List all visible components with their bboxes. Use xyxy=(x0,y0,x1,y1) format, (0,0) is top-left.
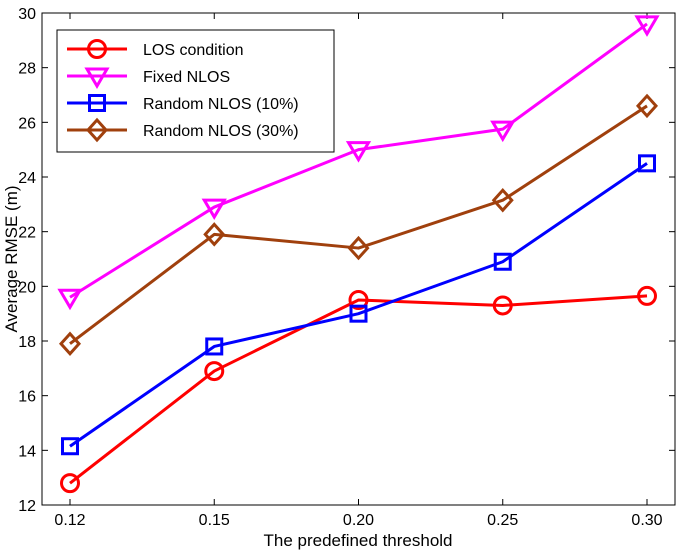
legend-label-fixed-nlos: Fixed NLOS xyxy=(143,69,230,86)
y-tick-label: 20 xyxy=(18,279,36,296)
series-line-los-condition xyxy=(69,294,648,485)
x-tick-label: 0.20 xyxy=(343,512,374,529)
data-point-los-condition xyxy=(637,285,657,306)
data-point-random-nlos-30 xyxy=(491,187,514,213)
axis-ticks: 12 14 16 18 20 22 24 26 28 30 0.12 0.15 0.20 0.25 0.30 xyxy=(18,6,675,529)
data-point-los-condition xyxy=(60,473,80,494)
data-point-fixed-nlos xyxy=(201,198,227,221)
series-line-fixed-nlos xyxy=(69,22,648,299)
series-lines xyxy=(69,22,648,485)
legend-marker-los-condition xyxy=(87,39,107,59)
data-point-random-nlos-30 xyxy=(58,331,82,356)
x-tick-label: 0.15 xyxy=(199,512,230,529)
data-point-random-nlos-10 xyxy=(349,304,368,323)
data-point-random-nlos-30 xyxy=(347,235,370,261)
data-point-fixed-nlos xyxy=(490,120,516,143)
y-tick-label: 12 xyxy=(18,498,36,515)
y-tick-label: 18 xyxy=(18,334,36,351)
legend-marker-random-nlos-10 xyxy=(88,94,106,112)
y-tick-label: 24 xyxy=(18,170,36,187)
data-point-random-nlos-10 xyxy=(638,154,656,173)
data-point-fixed-nlos xyxy=(345,141,372,163)
data-point-random-nlos-10 xyxy=(493,252,512,271)
data-point-random-nlos-10 xyxy=(205,337,224,356)
y-tick-label: 26 xyxy=(18,115,36,132)
data-point-los-condition xyxy=(204,361,225,382)
y-axis-label: Average RMSE (m) xyxy=(2,185,21,332)
data-point-fixed-nlos xyxy=(57,288,83,311)
x-axis-label: The predefined threshold xyxy=(263,531,452,550)
y-tick-label: 30 xyxy=(18,6,36,23)
legend-label-random-nlos-30: Random NLOS (30%) xyxy=(143,123,299,140)
x-tick-label: 0.25 xyxy=(487,512,518,529)
y-tick-label: 14 xyxy=(18,443,36,460)
data-point-random-nlos-30 xyxy=(635,93,659,119)
data-point-los-condition xyxy=(348,290,369,310)
legend-marker-fixed-nlos xyxy=(84,67,110,89)
y-tick-label: 16 xyxy=(18,389,36,406)
x-tick-label: 0.30 xyxy=(631,512,662,529)
legend-label-los-condition: LOS condition xyxy=(143,42,244,59)
y-tick-label: 28 xyxy=(18,61,36,78)
x-tick-label: 0.12 xyxy=(54,512,85,529)
series-line-random-nlos-10 xyxy=(69,162,648,448)
legend-marker-random-nlos-30 xyxy=(85,117,109,143)
legend: LOS condition Fixed NLOS Random NLOS (10%)… xyxy=(56,29,335,153)
legend-label-random-nlos-10: Random NLOS (10%) xyxy=(143,96,299,113)
series-line-random-nlos-30 xyxy=(69,104,648,345)
data-point-random-nlos-10 xyxy=(61,437,79,456)
series-markers xyxy=(57,15,660,494)
data-point-los-condition xyxy=(492,295,513,316)
data-point-random-nlos-30 xyxy=(203,222,226,247)
y-tick-label: 22 xyxy=(18,225,36,242)
data-point-fixed-nlos xyxy=(634,15,660,37)
